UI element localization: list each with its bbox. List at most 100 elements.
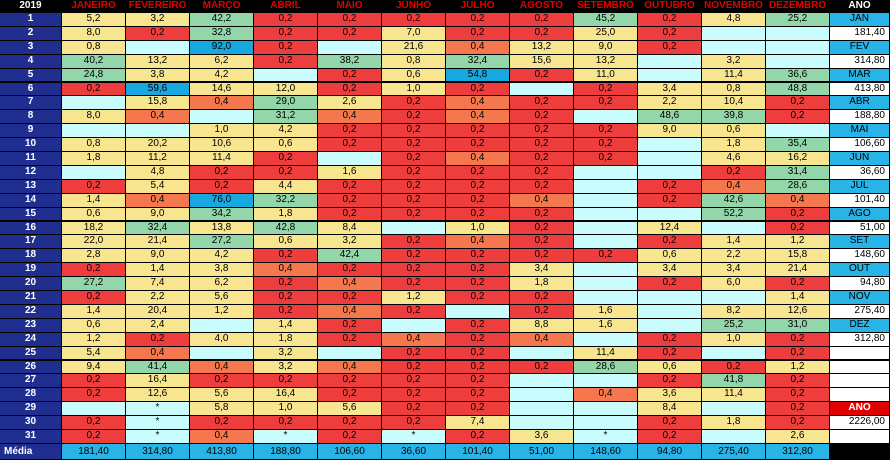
table-cell[interactable]: 36,6 xyxy=(766,68,830,83)
table-cell[interactable]: 0,4 xyxy=(318,110,382,125)
table-cell[interactable]: 1,0 xyxy=(702,332,766,347)
table-cell[interactable]: 0,2 xyxy=(766,110,830,125)
table-cell[interactable] xyxy=(702,346,766,361)
table-cell[interactable]: 13,2 xyxy=(126,54,190,69)
table-cell[interactable]: 1,8 xyxy=(62,152,126,166)
table-cell[interactable] xyxy=(574,110,638,125)
table-cell[interactable]: 1,4 xyxy=(62,193,126,208)
table-cell[interactable]: 0,2 xyxy=(318,179,382,194)
table-cell[interactable] xyxy=(510,402,574,417)
table-cell[interactable]: 4,8 xyxy=(702,13,766,27)
table-cell[interactable]: 1,0 xyxy=(382,82,446,97)
table-cell[interactable]: 0,2 xyxy=(446,26,510,41)
table-cell[interactable]: 0,2 xyxy=(62,179,126,194)
table-cell[interactable]: 0,2 xyxy=(638,40,702,55)
table-cell[interactable]: 8,0 xyxy=(62,110,126,125)
table-cell[interactable]: 0,2 xyxy=(62,263,126,278)
table-cell[interactable]: 4,2 xyxy=(254,124,318,139)
table-cell[interactable]: 13,2 xyxy=(574,54,638,69)
table-cell[interactable]: 45,2 xyxy=(574,13,638,27)
table-cell[interactable]: 1,8 xyxy=(254,207,318,222)
table-cell[interactable]: 1,8 xyxy=(702,138,766,152)
table-cell[interactable]: 0,2 xyxy=(638,193,702,208)
table-cell[interactable]: 0,2 xyxy=(446,138,510,152)
table-cell[interactable]: 0,2 xyxy=(382,13,446,27)
table-cell[interactable]: 39,8 xyxy=(702,110,766,125)
table-cell[interactable]: 0,2 xyxy=(382,416,446,430)
table-cell[interactable]: 9,4 xyxy=(62,360,126,375)
table-cell[interactable]: 12,0 xyxy=(254,82,318,97)
table-cell[interactable] xyxy=(638,207,702,222)
table-cell[interactable] xyxy=(638,68,702,83)
table-cell[interactable]: 3,2 xyxy=(254,360,318,375)
table-cell[interactable] xyxy=(574,291,638,305)
table-cell[interactable] xyxy=(766,124,830,139)
table-cell[interactable] xyxy=(318,346,382,361)
table-cell[interactable]: 0,4 xyxy=(318,277,382,291)
table-cell[interactable]: 0,4 xyxy=(510,332,574,347)
table-cell[interactable]: 0,2 xyxy=(382,179,446,194)
table-cell[interactable]: 0,2 xyxy=(382,152,446,166)
table-cell[interactable]: 21,4 xyxy=(766,263,830,278)
table-cell[interactable]: 0,4 xyxy=(126,193,190,208)
table-cell[interactable]: 0,4 xyxy=(254,263,318,278)
table-cell[interactable]: 31,4 xyxy=(766,165,830,180)
table-cell[interactable]: 0,2 xyxy=(318,68,382,83)
table-cell[interactable]: 48,6 xyxy=(638,110,702,125)
table-cell[interactable]: 0,4 xyxy=(446,96,510,111)
table-cell[interactable]: 16,4 xyxy=(126,374,190,389)
table-cell[interactable]: 1,6 xyxy=(318,165,382,180)
table-cell[interactable]: 11,4 xyxy=(702,388,766,403)
table-cell[interactable]: 3,8 xyxy=(190,263,254,278)
table-cell[interactable]: 52,2 xyxy=(702,207,766,222)
table-cell[interactable]: 54,8 xyxy=(446,68,510,83)
table-cell[interactable]: 40,2 xyxy=(62,54,126,69)
table-cell[interactable] xyxy=(638,165,702,180)
table-cell[interactable]: 0,2 xyxy=(254,374,318,389)
table-cell[interactable] xyxy=(510,82,574,97)
table-cell[interactable]: 0,4 xyxy=(126,346,190,361)
table-cell[interactable]: 0,2 xyxy=(510,179,574,194)
table-cell[interactable]: 12,6 xyxy=(766,304,830,319)
table-cell[interactable]: 25,0 xyxy=(574,26,638,41)
table-cell[interactable]: 0,6 xyxy=(702,124,766,139)
table-cell[interactable]: 0,2 xyxy=(382,374,446,389)
table-cell[interactable]: 0,2 xyxy=(510,124,574,139)
table-cell[interactable]: 25,2 xyxy=(702,318,766,333)
table-cell[interactable]: 4,4 xyxy=(254,179,318,194)
table-cell[interactable]: 0,2 xyxy=(510,152,574,166)
table-cell[interactable] xyxy=(638,304,702,319)
table-cell[interactable]: 0,2 xyxy=(446,360,510,375)
table-cell[interactable] xyxy=(638,138,702,152)
table-cell[interactable]: 42,8 xyxy=(254,221,318,236)
table-cell[interactable] xyxy=(254,68,318,83)
table-cell[interactable]: 20,2 xyxy=(126,138,190,152)
table-cell[interactable] xyxy=(574,263,638,278)
table-cell[interactable]: 0,2 xyxy=(446,346,510,361)
table-cell[interactable] xyxy=(702,291,766,305)
table-cell[interactable]: 0,2 xyxy=(510,26,574,41)
table-cell[interactable]: 3,2 xyxy=(318,235,382,250)
table-cell[interactable]: 0,2 xyxy=(574,249,638,264)
table-cell[interactable]: 0,2 xyxy=(510,249,574,264)
table-cell[interactable]: 0,2 xyxy=(446,179,510,194)
table-cell[interactable]: 28,6 xyxy=(574,360,638,375)
table-cell[interactable]: 42,6 xyxy=(702,193,766,208)
table-cell[interactable]: 0,2 xyxy=(446,291,510,305)
table-cell[interactable]: 24,8 xyxy=(62,68,126,83)
table-cell[interactable]: 0,6 xyxy=(62,318,126,333)
table-cell[interactable]: 0,2 xyxy=(638,277,702,291)
table-cell[interactable]: 8,4 xyxy=(638,402,702,417)
table-cell[interactable] xyxy=(510,374,574,389)
table-cell[interactable]: 0,2 xyxy=(382,165,446,180)
table-cell[interactable]: 0,6 xyxy=(254,235,318,250)
table-cell[interactable] xyxy=(574,235,638,250)
table-cell[interactable]: 34,2 xyxy=(190,207,254,222)
table-cell[interactable]: 0,2 xyxy=(62,374,126,389)
table-cell[interactable]: 0,8 xyxy=(382,54,446,69)
table-cell[interactable]: 0,2 xyxy=(318,263,382,278)
table-cell[interactable]: 0,2 xyxy=(638,374,702,389)
table-cell[interactable]: 0,2 xyxy=(446,165,510,180)
table-cell[interactable]: 0,2 xyxy=(318,26,382,41)
table-cell[interactable]: 42,2 xyxy=(190,13,254,27)
